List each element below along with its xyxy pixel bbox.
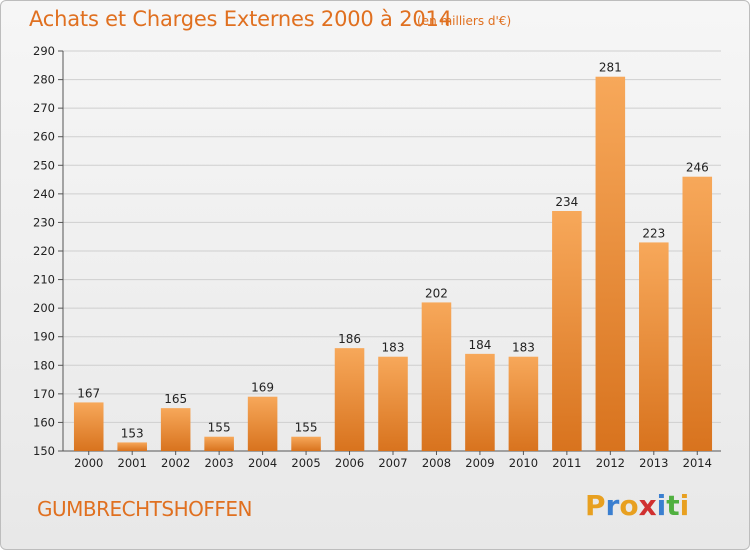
bar <box>421 302 452 451</box>
x-tick-label: 2002 <box>161 456 190 470</box>
y-tick-label: 160 <box>33 415 55 429</box>
bar <box>508 356 539 451</box>
bar <box>160 408 191 451</box>
y-tick-label: 210 <box>33 273 55 287</box>
y-tick-label: 230 <box>33 215 55 229</box>
logo-letter: r <box>605 489 620 522</box>
y-tick-label: 150 <box>33 444 55 458</box>
data-label: 186 <box>338 332 361 346</box>
bar <box>73 402 104 451</box>
data-label: 234 <box>555 195 578 209</box>
data-label: 202 <box>425 286 448 300</box>
logo-letter: i <box>679 489 690 522</box>
x-tick-label: 2006 <box>335 456 364 470</box>
y-tick-label: 190 <box>33 330 55 344</box>
logo-letter: o <box>619 489 639 522</box>
y-tick-label: 240 <box>33 187 55 201</box>
bar <box>682 176 713 451</box>
bar <box>595 76 626 451</box>
y-tick-label: 180 <box>33 358 55 372</box>
bar <box>334 348 365 451</box>
x-tick-label: 2009 <box>465 456 494 470</box>
bar <box>378 356 408 451</box>
y-tick-label: 220 <box>33 244 55 258</box>
data-label: 281 <box>599 61 622 75</box>
bar <box>117 442 147 451</box>
x-tick-label: 2005 <box>291 456 320 470</box>
x-tick-label: 2011 <box>552 456 581 470</box>
x-tick-label: 2001 <box>118 456 147 470</box>
y-tick-label: 200 <box>33 301 55 315</box>
chart-subtitle: (en milliers d'€) <box>417 14 512 28</box>
bar <box>639 242 669 451</box>
x-tick-label: 2000 <box>74 456 103 470</box>
data-label: 183 <box>382 341 405 355</box>
data-label: 223 <box>642 226 665 240</box>
y-tick-label: 280 <box>33 73 55 87</box>
data-label: 155 <box>295 421 318 435</box>
data-label: 167 <box>77 386 100 400</box>
y-tick-label: 270 <box>33 101 55 115</box>
x-tick-label: 2008 <box>422 456 451 470</box>
y-tick-label: 170 <box>33 387 55 401</box>
logo-letter: i <box>656 489 667 522</box>
commune-name: GUMBRECHTSHOFFEN <box>37 497 252 521</box>
x-tick-label: 2003 <box>204 456 233 470</box>
data-label: 153 <box>121 426 144 440</box>
x-tick-label: 2014 <box>683 456 712 470</box>
x-tick-label: 2010 <box>509 456 538 470</box>
x-tick-label: 2004 <box>248 456 277 470</box>
y-tick-label: 250 <box>33 158 55 172</box>
data-label: 246 <box>686 161 709 175</box>
chart-title: Achats et Charges Externes 2000 à 2014 <box>29 7 452 31</box>
data-label: 155 <box>208 421 231 435</box>
y-tick-label: 260 <box>33 130 55 144</box>
bar <box>552 211 582 451</box>
logo-letter: t <box>666 489 680 522</box>
bar <box>465 353 495 451</box>
data-label: 169 <box>251 381 274 395</box>
bar <box>204 436 234 451</box>
bar <box>291 436 321 451</box>
proxiti-logo[interactable]: Proxiti <box>585 489 689 522</box>
logo-letter: P <box>585 489 606 522</box>
x-tick-label: 2012 <box>596 456 625 470</box>
y-tick-label: 290 <box>33 44 55 58</box>
data-label: 165 <box>164 392 187 406</box>
bars <box>73 76 713 451</box>
data-label: 184 <box>468 338 491 352</box>
x-tick-label: 2013 <box>639 456 668 470</box>
logo-letter: x <box>638 489 657 522</box>
bar <box>247 396 278 451</box>
x-tick-label: 2007 <box>378 456 407 470</box>
data-label: 183 <box>512 341 535 355</box>
labels: 2000 167 2001 153 2002 165 2003 155 2004 169 2005 1… <box>74 61 712 470</box>
